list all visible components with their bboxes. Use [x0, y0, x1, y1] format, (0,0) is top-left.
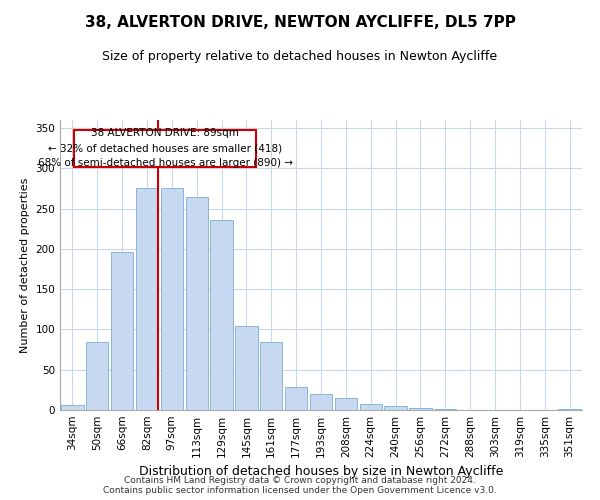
Bar	[185, 196, 208, 410]
X-axis label: Distribution of detached houses by size in Newton Aycliffe: Distribution of detached houses by size …	[139, 466, 503, 478]
Bar	[285, 388, 307, 410]
Bar	[434, 409, 457, 410]
Text: 38 ALVERTON DRIVE: 89sqm
← 32% of detached houses are smaller (418)
68% of semi-: 38 ALVERTON DRIVE: 89sqm ← 32% of detach…	[38, 128, 293, 168]
Text: Contains HM Land Registry data © Crown copyright and database right 2024.
Contai: Contains HM Land Registry data © Crown c…	[103, 476, 497, 495]
Bar	[335, 398, 357, 410]
Bar	[260, 342, 283, 410]
Bar	[409, 408, 431, 410]
Text: 38, ALVERTON DRIVE, NEWTON AYCLIFFE, DL5 7PP: 38, ALVERTON DRIVE, NEWTON AYCLIFFE, DL5…	[85, 15, 515, 30]
Y-axis label: Number of detached properties: Number of detached properties	[20, 178, 30, 352]
Bar	[359, 404, 382, 410]
Bar	[385, 406, 407, 410]
Bar	[161, 188, 183, 410]
Bar	[235, 326, 257, 410]
Bar	[211, 220, 233, 410]
Bar	[86, 342, 109, 410]
Bar	[559, 409, 581, 410]
Bar	[310, 394, 332, 410]
Bar	[61, 405, 83, 410]
Text: Size of property relative to detached houses in Newton Aycliffe: Size of property relative to detached ho…	[103, 50, 497, 63]
Bar	[74, 130, 256, 166]
Bar	[136, 188, 158, 410]
Bar	[111, 252, 133, 410]
